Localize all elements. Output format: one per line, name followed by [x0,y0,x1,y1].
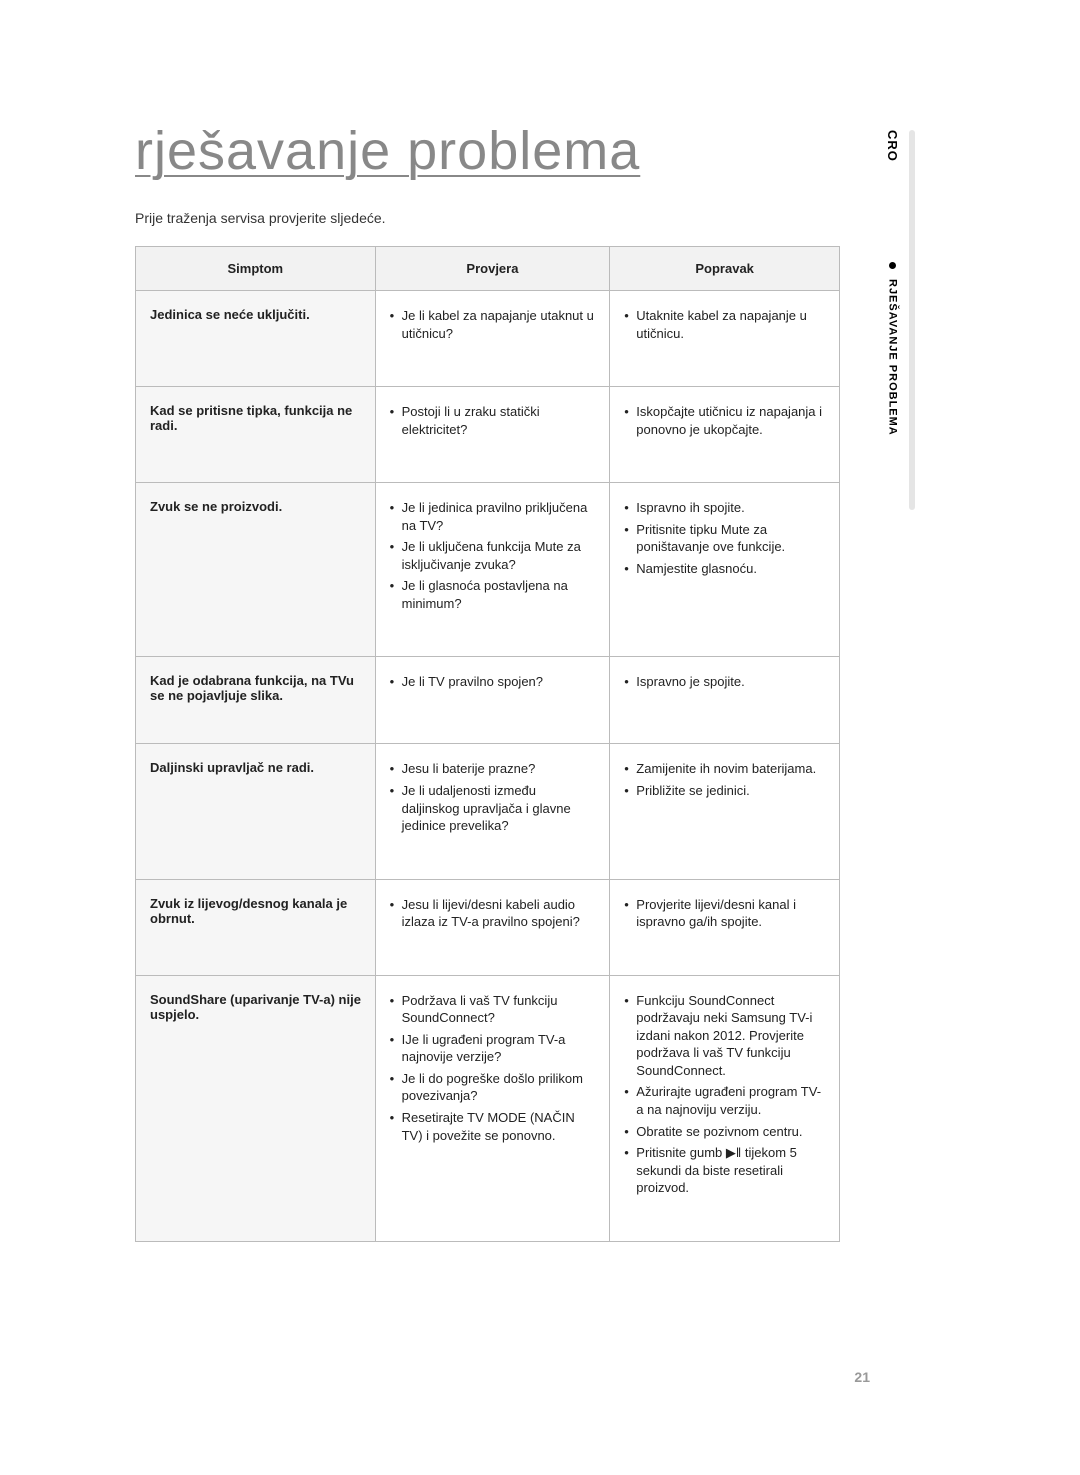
check-cell: Jesu li lijevi/desni kabeli audio izlaza… [375,879,610,975]
header-fix: Popravak [610,247,840,291]
fix-cell: Utaknite kabel za napajanje u utičnicu. [610,291,840,387]
list-item: Je li kabel za napajanje utaknut u utičn… [390,307,596,342]
list-item: Zamijenite ih novim baterijama. [624,760,825,778]
side-section-text: RJEŠAVANJE PROBLEMA [887,279,899,436]
page-content: rješavanje problema Prije traženja servi… [0,0,1080,1302]
check-cell: Je li jedinica pravilno priključena na T… [375,483,610,657]
fix-cell: Funkciju SoundConnect podržavaju neki Sa… [610,975,840,1241]
list-item: Iskopčajte utičnicu iz napajanja i ponov… [624,403,825,438]
table-row: Kad se pritisne tipka, funkcija ne radi.… [136,387,840,483]
list-item: Jesu li lijevi/desni kabeli audio izlaza… [390,896,596,931]
list-item: Je li glasnoća postavljena na minimum? [390,577,596,612]
fix-cell: Iskopčajte utičnicu iz napajanja i ponov… [610,387,840,483]
list-item: Ispravno ih spojite. [624,499,825,517]
check-cell: Podržava li vaš TV funkciju SoundConnect… [375,975,610,1241]
side-accent-bar [909,130,915,510]
list-item: Je li udaljenosti između daljinskog upra… [390,782,596,835]
table-row: SoundShare (uparivanje TV-a) nije uspjel… [136,975,840,1241]
table-row: Jedinica se neće uključiti. Je li kabel z… [136,291,840,387]
list-item: Namjestite glasnoću. [624,560,825,578]
list-item: Ispravno je spojite. [624,673,825,691]
check-cell: Postoji li u zraku statički elektricitet… [375,387,610,483]
symptom-cell: SoundShare (uparivanje TV-a) nije uspjel… [136,975,376,1241]
symptom-cell: Zvuk se ne proizvodi. [136,483,376,657]
list-item: Je li do pogreške došlo prilikom poveziv… [390,1070,596,1105]
fix-cell: Provjerite lijevi/desni kanal i ispravno… [610,879,840,975]
table-row: Daljinski upravljač ne radi.Jesu li bate… [136,744,840,879]
header-symptom: Simptom [136,247,376,291]
intro-text: Prije traženja servisa provjerite sljede… [135,210,980,226]
list-item: Obratite se pozivnom centru. [624,1123,825,1141]
check-cell: Je li TV pravilno spojen? [375,657,610,744]
side-tab: CRO RJEŠAVANJE PROBLEMA [885,130,900,436]
symptom-cell: Kad je odabrana funkcija, na TVu se ne p… [136,657,376,744]
side-language-label: CRO [885,130,900,162]
list-item: Je li uključena funkcija Mute za isključ… [390,538,596,573]
list-item: Postoji li u zraku statički elektricitet… [390,403,596,438]
list-item: Funkciju SoundConnect podržavaju neki Sa… [624,992,825,1080]
fix-cell: Ispravno je spojite. [610,657,840,744]
list-item: Pritisnite gumb ▶ǁ tijekom 5 sekundi da … [624,1144,825,1197]
symptom-cell: Daljinski upravljač ne radi. [136,744,376,879]
table-row: Zvuk se ne proizvodi. Je li jedinica prav… [136,483,840,657]
table-row: Zvuk iz lijevog/desnog kanala je obrnut.… [136,879,840,975]
side-bullet-icon [889,262,896,269]
list-item: Ažurirajte ugrađeni program TV-a na najn… [624,1083,825,1118]
symptom-cell: Jedinica se neće uključiti. [136,291,376,387]
symptom-cell: Zvuk iz lijevog/desnog kanala je obrnut. [136,879,376,975]
list-item: Provjerite lijevi/desni kanal i ispravno… [624,896,825,931]
symptom-cell: Kad se pritisne tipka, funkcija ne radi. [136,387,376,483]
list-item: Podržava li vaš TV funkciju SoundConnect… [390,992,596,1027]
side-section-label: RJEŠAVANJE PROBLEMA [887,262,899,436]
check-cell: Jesu li baterije prazne? Je li udaljenost… [375,744,610,879]
list-item: Utaknite kabel za napajanje u utičnicu. [624,307,825,342]
table-header-row: Simptom Provjera Popravak [136,247,840,291]
fix-cell: Ispravno ih spojite. Pritisnite tipku Mut… [610,483,840,657]
troubleshoot-table: Simptom Provjera Popravak Jedinica se ne… [135,246,840,1242]
list-item: Jesu li baterije prazne? [390,760,596,778]
list-item: Približite se jedinici. [624,782,825,800]
list-item: IJe li ugrađeni program TV-a najnovije v… [390,1031,596,1066]
list-item: Je li jedinica pravilno priključena na T… [390,499,596,534]
table-row: Kad je odabrana funkcija, na TVu se ne p… [136,657,840,744]
fix-cell: Zamijenite ih novim baterijama. Približit… [610,744,840,879]
list-item: Pritisnite tipku Mute za poništavanje ov… [624,521,825,556]
check-cell: Je li kabel za napajanje utaknut u utičn… [375,291,610,387]
list-item: Je li TV pravilno spojen? [390,673,596,691]
header-check: Provjera [375,247,610,291]
page-title: rješavanje problema [135,120,980,182]
page-number: 21 [854,1369,870,1385]
list-item: Resetirajte TV MODE (NAČIN TV) i povežit… [390,1109,596,1144]
